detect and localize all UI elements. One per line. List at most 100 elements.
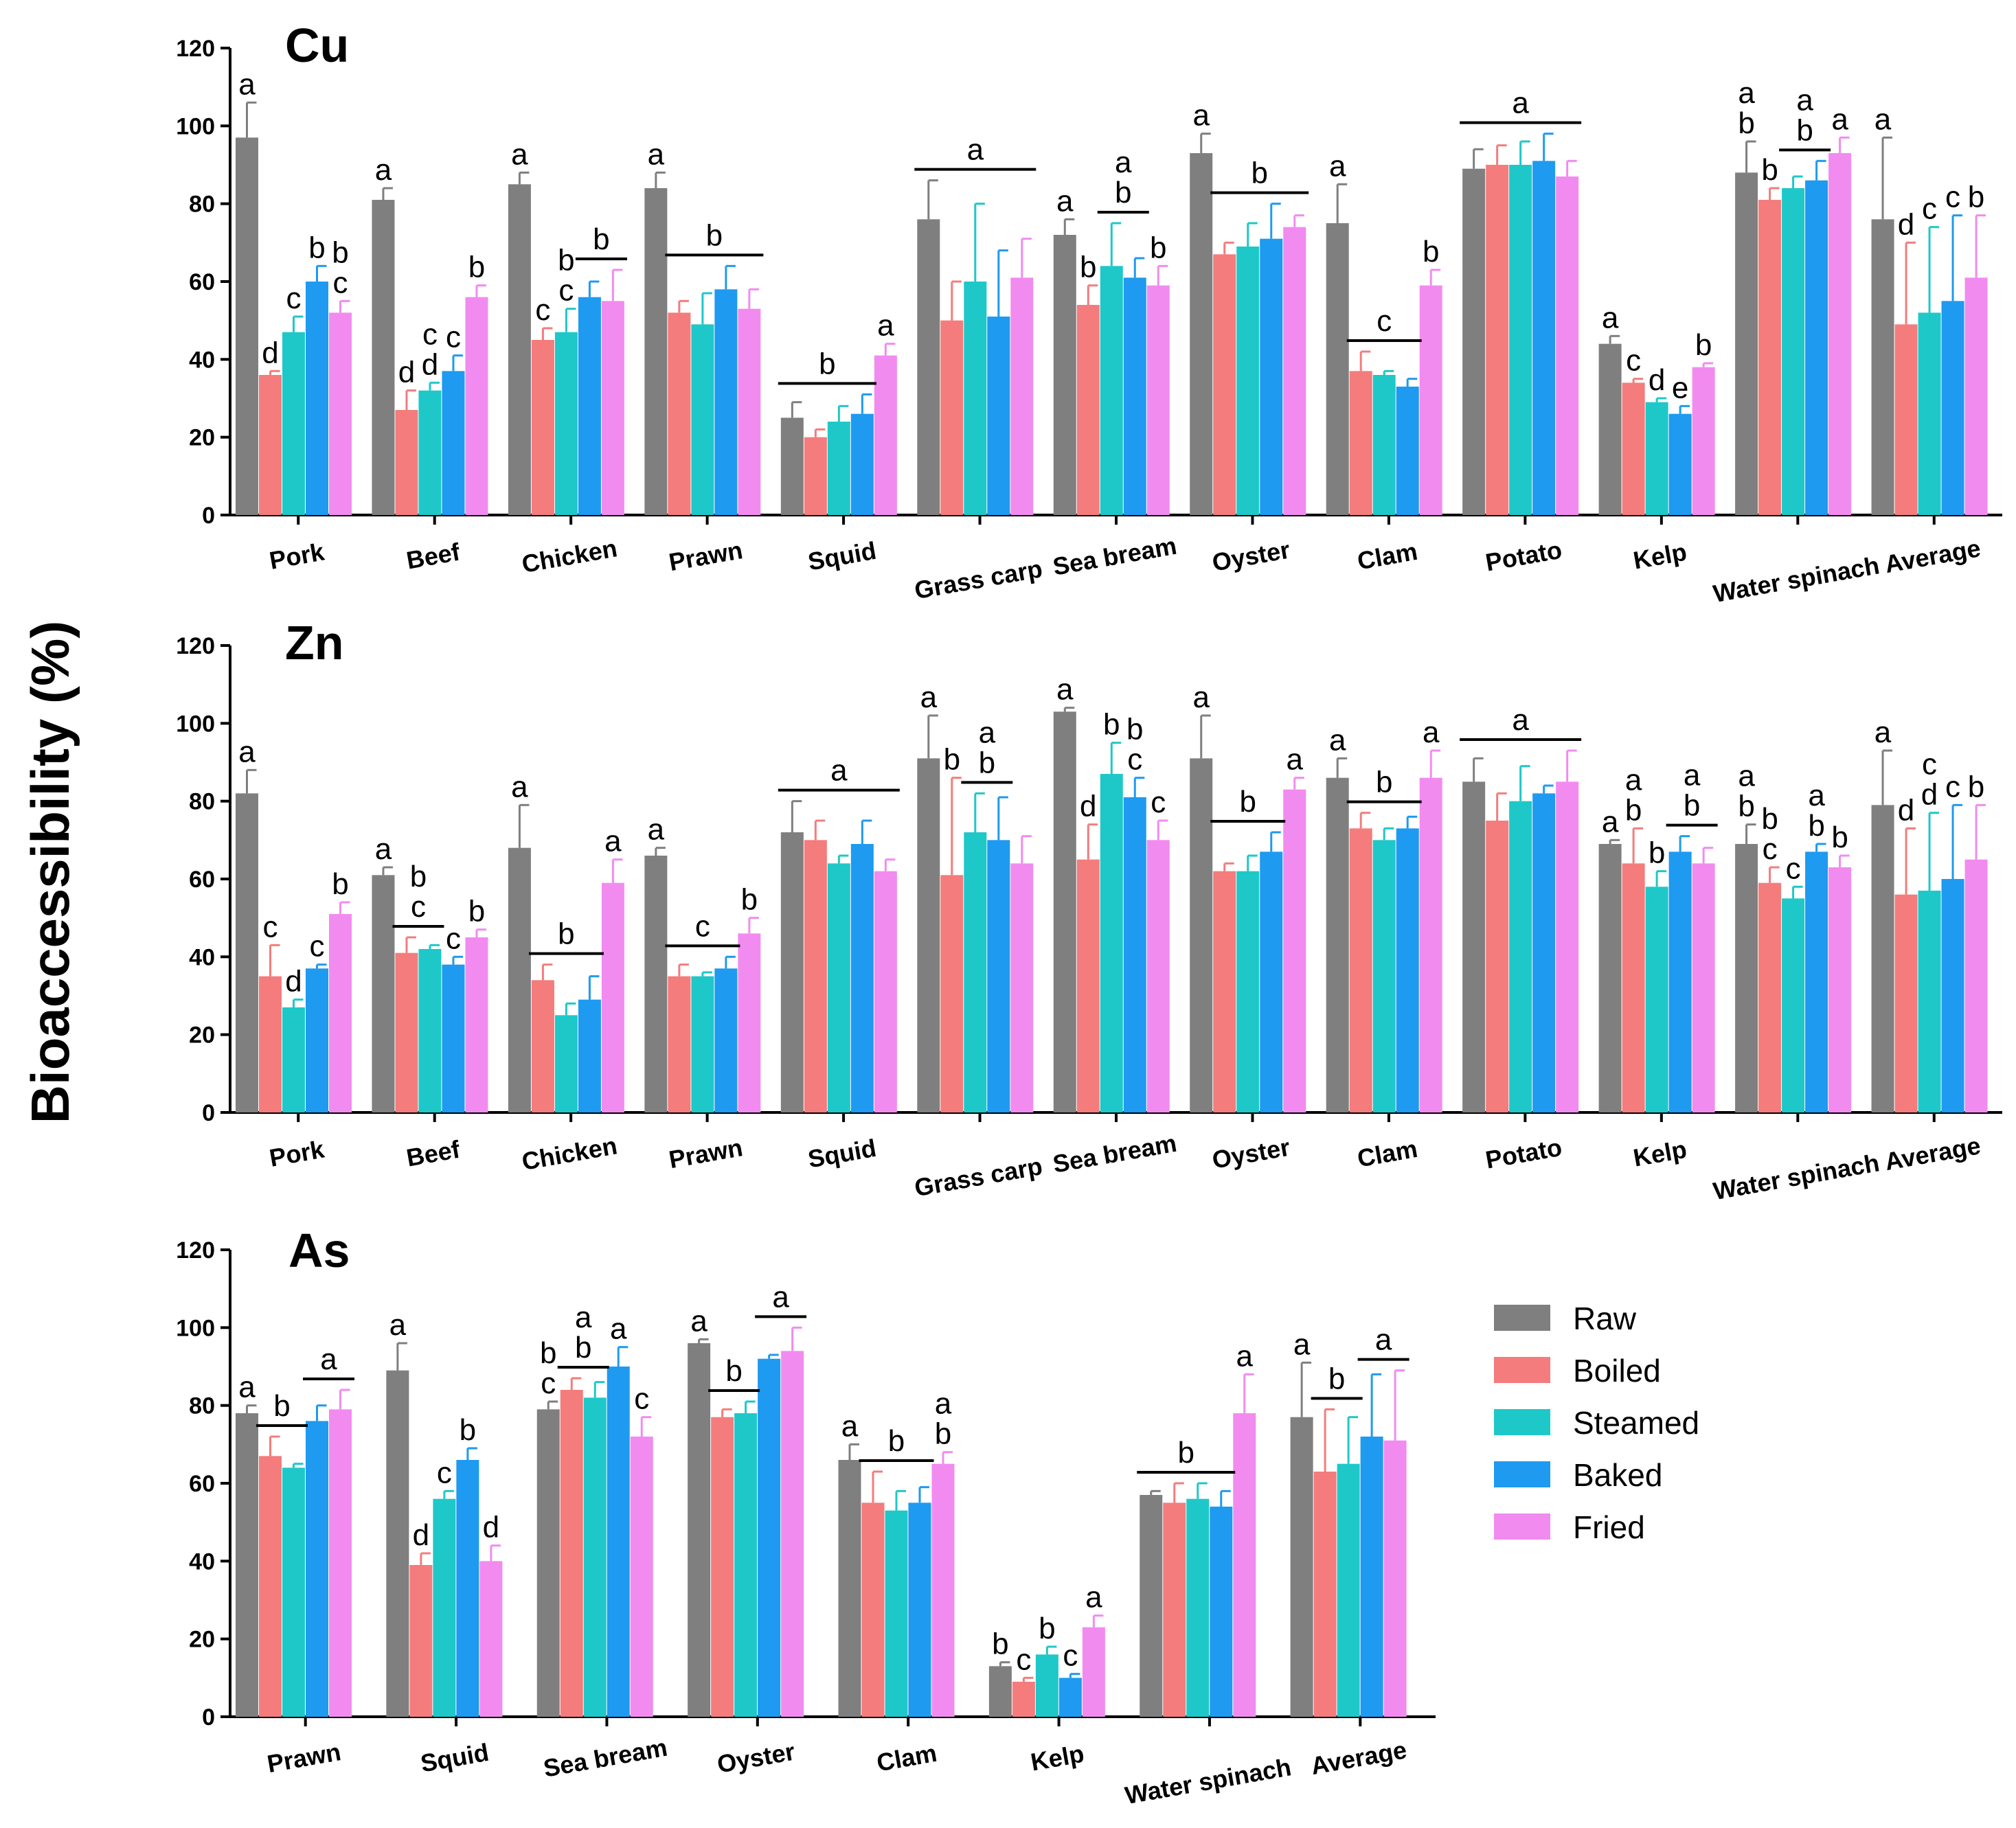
bar-oyster-boiled (1213, 871, 1236, 1112)
significance-letter: a (238, 1371, 256, 1404)
significance-letter: c (1127, 743, 1142, 777)
significance-letter: a (1684, 759, 1701, 792)
significance-letter: a (1115, 146, 1132, 179)
bar-sea-bream-boiled (1076, 305, 1100, 515)
chart-panels: Cu 0 20 40 60 80 100 120 Pork Beef Chicken Prawn Squ… (176, 19, 2002, 1809)
bar-kelp-steamed (1645, 402, 1668, 515)
bar-squid-boiled (804, 437, 827, 515)
bar-average-boiled (1894, 324, 1918, 515)
bar-squid-boiled (409, 1565, 433, 1717)
x-tick-label-prawn: Prawn (667, 536, 745, 576)
panel-cu: Cu 0 20 40 60 80 100 120 Pork Beef Chicken Prawn Squ… (176, 19, 2002, 608)
significance-letter: b (1178, 1436, 1194, 1470)
bar-prawn-steamed (691, 976, 714, 1112)
bar-pork-baked (306, 282, 328, 515)
bar-oyster-fried (781, 1351, 804, 1717)
bar-clam-raw (1326, 777, 1349, 1112)
bar-kelp-raw (1598, 844, 1622, 1112)
bar-prawn-raw (644, 856, 668, 1112)
bar-potato-baked (1532, 793, 1556, 1112)
bar-kelp-fried (1692, 863, 1715, 1112)
significance-letter: a (1329, 149, 1346, 183)
legend-swatch-steamed (1494, 1409, 1550, 1435)
bar-beef-steamed (418, 390, 442, 515)
significance-letter: a (610, 1312, 627, 1346)
bar-average-steamed (1337, 1463, 1360, 1717)
significance-letter: d (422, 347, 438, 381)
bar-grass-carp-boiled (940, 320, 964, 515)
y-tick-label: 20 (189, 1627, 215, 1653)
bar-grass-carp-baked (987, 840, 1010, 1112)
significance-letter: a (1286, 743, 1303, 777)
significance-letter: c (541, 1367, 556, 1400)
significance-letter: a (1056, 673, 1074, 707)
bar-sea-bream-raw (1053, 235, 1076, 515)
significance-letter: c (422, 317, 438, 351)
bar-squid-boiled (804, 840, 827, 1112)
bar-sea-bream-boiled (560, 1390, 583, 1717)
y-tick-label: 120 (176, 1237, 215, 1264)
bar-squid-fried (479, 1561, 503, 1717)
x-tick-label-squid: Squid (806, 536, 879, 576)
bar-squid-baked (850, 413, 874, 515)
significance-letter: b (1684, 789, 1700, 823)
bar-chicken-steamed (554, 1015, 578, 1112)
bar-clam-baked (1396, 828, 1419, 1112)
bar-kelp-steamed (1645, 887, 1668, 1112)
bar-beef-boiled (395, 410, 418, 515)
significance-letter: a (389, 1308, 407, 1342)
y-tick-label: 0 (202, 1704, 215, 1730)
bar-oyster-fried (1283, 227, 1306, 515)
significance-letter: c (333, 266, 348, 299)
significance-letter: b (332, 867, 348, 901)
bar-squid-steamed (827, 863, 850, 1112)
legend-label-boiled: Boiled (1573, 1353, 1661, 1389)
bar-kelp-raw (988, 1666, 1012, 1717)
panel-title: Cu (285, 19, 349, 72)
bar-chicken-boiled (531, 980, 554, 1112)
bar-kelp-raw (1598, 343, 1622, 515)
x-tick-label-kelp: Kelp (1631, 538, 1689, 575)
bar-pork-boiled (259, 976, 282, 1112)
bar-prawn-fried (329, 1409, 352, 1717)
significance-letter: b (1738, 106, 1754, 140)
significance-letter: b (1968, 770, 1984, 803)
significance-letter: b (1796, 113, 1813, 147)
bar-squid-baked (850, 844, 874, 1112)
bar-clam-boiled (861, 1503, 885, 1717)
bar-grass-carp-raw (917, 219, 940, 515)
significance-letter: c (263, 910, 278, 944)
bar-average-raw (1290, 1417, 1313, 1717)
bar-water-spinach-fried (1828, 867, 1852, 1112)
x-tick-label-water-spinach: Water spinach (1711, 551, 1881, 608)
x-tick-label-average: Average (1883, 534, 1983, 578)
x-tick-label-prawn: Prawn (667, 1133, 745, 1174)
panel-title: Zn (285, 616, 344, 670)
bar-prawn-fried (738, 933, 761, 1112)
significance-letter: d (398, 356, 415, 389)
bar-average-baked (1941, 301, 1964, 515)
significance-letter: a (935, 1387, 952, 1421)
bar-oyster-boiled (711, 1417, 734, 1717)
bar-chicken-raw (508, 847, 531, 1112)
significance-letter: c (310, 930, 325, 963)
x-tick-label-oyster: Oyster (715, 1737, 797, 1779)
significance-letter: b (725, 1354, 742, 1388)
significance-letter: c (286, 282, 302, 315)
bar-potato-raw (1462, 781, 1486, 1112)
bar-pork-raw (236, 137, 258, 516)
bar-chicken-boiled (531, 340, 554, 515)
bar-oyster-steamed (1236, 871, 1260, 1112)
bar-beef-baked (442, 371, 465, 515)
significance-letter: a (511, 137, 528, 171)
significance-letter: a (1293, 1327, 1311, 1361)
significance-letter: c (1945, 181, 1960, 214)
significance-letter: b (992, 1627, 1008, 1661)
significance-letter: a (1738, 759, 1755, 793)
significance-letter: b (410, 860, 427, 893)
bar-average-boiled (1313, 1472, 1337, 1717)
bar-kelp-fried (1082, 1627, 1105, 1717)
bar-oyster-raw (688, 1343, 711, 1717)
significance-letter: a (320, 1343, 337, 1376)
bar-water-spinach-baked (1805, 852, 1828, 1112)
